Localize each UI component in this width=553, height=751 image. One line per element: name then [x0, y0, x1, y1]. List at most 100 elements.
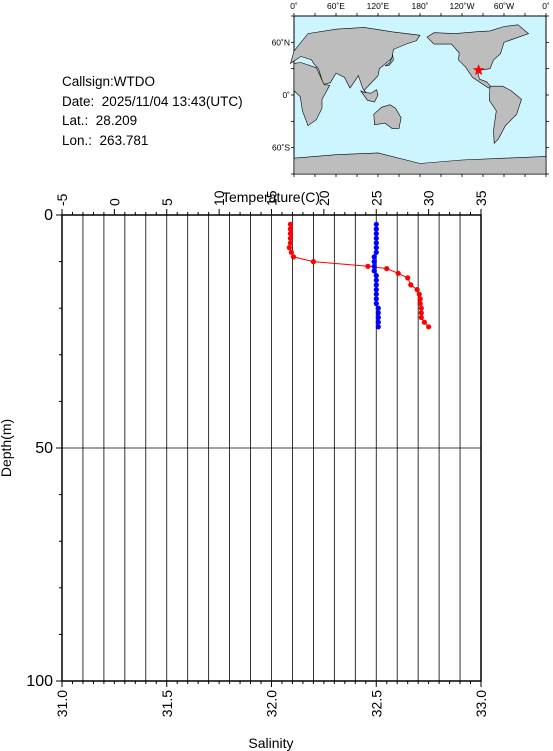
salinity-point [373, 287, 379, 293]
temperature-point [405, 275, 411, 281]
map-ticks [291, 13, 549, 177]
map-lon-label: 180˚ [411, 1, 428, 11]
salinity-point [375, 319, 381, 325]
salinity-series [371, 221, 381, 330]
map-lon-label: 60˚W [494, 1, 514, 11]
temperature-point [287, 231, 293, 237]
salinity-point [371, 254, 377, 260]
world-map: 0˚ 60˚E 120˚E 180˚ 120˚W 60˚W 0˚ 60˚N 0˚ 60˚S [272, 1, 550, 177]
date-label: Date: [62, 93, 95, 109]
temperature-point [310, 259, 316, 265]
map-frame: 0˚ 60˚E 120˚E 180˚ 120˚W 60˚W 0˚ 60˚N 0˚ 60˚S [272, 1, 550, 177]
salinity-point [375, 305, 381, 311]
temperature-point [418, 305, 424, 311]
lon-label: Lon.: [62, 132, 93, 148]
temperature-tick-label: 30 [421, 190, 437, 206]
salinity-point [373, 235, 379, 241]
salinity-tick-label: 32.0 [264, 690, 280, 717]
temperature-point [287, 235, 293, 241]
temperature-point [288, 249, 294, 255]
date-row: Date: 2025/11/04 13:43(UTC) [62, 92, 243, 112]
temperature-tick-label: -5 [54, 193, 70, 206]
japan-land [384, 54, 394, 67]
salinity-point [373, 240, 379, 246]
map-lon-label: 60˚E [327, 1, 345, 11]
salinity-point [373, 226, 379, 232]
temperature-point [384, 266, 390, 272]
temperature-point [414, 287, 420, 293]
depth-ticks: 0 50 100 [26, 207, 62, 690]
salinity-axis-title: Salinity [248, 735, 293, 751]
salinity-point [373, 282, 379, 288]
temperature-point [365, 263, 371, 269]
temperature-point [408, 282, 414, 288]
salinity-point [373, 273, 379, 279]
salinity-tick-label: 33.0 [473, 690, 489, 717]
temperature-point [286, 245, 292, 251]
station-info: Callsign:WTDO Date: 2025/11/04 13:43(UTC… [62, 72, 243, 150]
salinity-point [373, 296, 379, 302]
salinity-point [373, 300, 379, 307]
map-land [289, 24, 547, 175]
temperature-point [287, 221, 293, 227]
lat-value: 28.209 [95, 113, 138, 128]
salinity-point [373, 245, 379, 251]
salinity-point [373, 291, 379, 297]
station-marker [472, 63, 485, 76]
south-america-land [488, 85, 522, 145]
salinity-point [371, 263, 377, 269]
temperature-point [287, 226, 293, 232]
temperature-point [418, 314, 424, 321]
map-lat-labels: 60˚N 0˚ 60˚S [272, 37, 291, 152]
map-lon-label: 120˚E [367, 1, 390, 11]
temperature-series [286, 221, 432, 330]
temperature-point [421, 319, 427, 325]
salinity-point [375, 314, 381, 321]
north-america-land [426, 24, 530, 89]
lon-value: 263.781 [99, 132, 149, 148]
temperature-point [416, 291, 422, 297]
temperature-tick-label: 25 [368, 190, 384, 206]
salinity-point [373, 249, 379, 255]
salinity-point [373, 231, 379, 237]
callsign-value: WTDO [113, 74, 156, 89]
salinity-point [375, 324, 381, 330]
salinity-point [375, 310, 381, 316]
depth-tick-label: 100 [26, 673, 53, 690]
salinity-point [371, 268, 377, 274]
salinity-point [373, 221, 379, 227]
temperature-point [290, 254, 297, 260]
salinity-point [373, 277, 379, 283]
lat-label: Lat.: [62, 113, 89, 128]
temperature-tick-label: 0 [106, 198, 122, 206]
star-icon [472, 63, 485, 76]
date-value: 2025/11/04 13:43(UTC) [101, 93, 243, 109]
data-series [286, 221, 432, 330]
temperature-ticks: -5 0 5 10 15 20 25 30 35 [54, 190, 489, 215]
indonesia-land [360, 89, 379, 103]
temperature-tick-label: 35 [473, 190, 489, 206]
salinity-tick-label: 31.5 [159, 690, 175, 717]
temperature-point [417, 296, 423, 302]
temperature-tick-label: 10 [211, 190, 227, 206]
map-lon-label: 0˚ [290, 1, 298, 11]
map-lon-label: 0˚ [542, 1, 550, 11]
temperature-point [417, 300, 423, 307]
australia-land [373, 104, 402, 129]
salinity-tick-label: 32.5 [368, 690, 384, 717]
lon-row: Lon.: 263.781 [62, 131, 243, 151]
temperature-tick-label: 5 [159, 198, 175, 206]
salinity-ticks: 31.0 31.5 32.0 32.5 33.0 [54, 681, 489, 717]
salinity-point [371, 259, 377, 265]
callsign-row: Callsign:WTDO [62, 72, 243, 92]
temperature-point [287, 240, 293, 246]
map-lat-label: 0˚ [282, 90, 290, 100]
chart-grid [62, 215, 481, 681]
depth-axis-title: Depth(m) [0, 419, 14, 477]
temperature-axis-title: Temperature(C) [222, 189, 320, 205]
map-top-labels: 0˚ 60˚E 120˚E 180˚ 120˚W 60˚W 0˚ [290, 1, 550, 11]
salinity-tick-label: 31.0 [54, 690, 70, 717]
map-lat-label: 60˚N [272, 37, 290, 47]
temperature-point [418, 310, 424, 316]
